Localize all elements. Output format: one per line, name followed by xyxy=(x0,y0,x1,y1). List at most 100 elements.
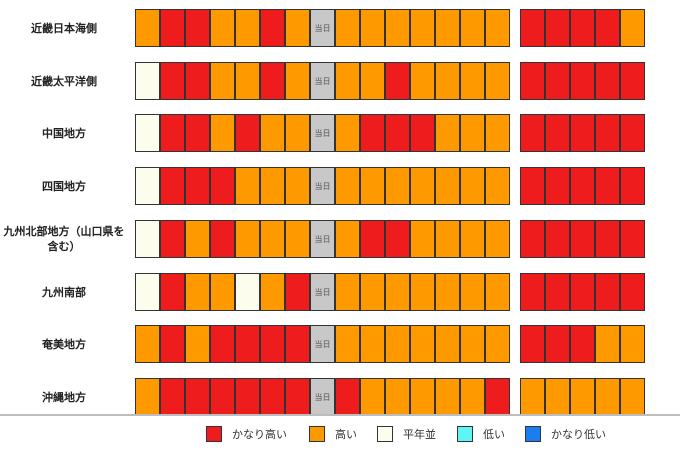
forecast-cell xyxy=(595,325,620,363)
forecast-cell xyxy=(410,62,435,100)
forecast-cell xyxy=(485,114,510,152)
forecast-cell xyxy=(620,167,645,205)
forecast-cell xyxy=(460,220,485,258)
forecast-cell xyxy=(545,378,570,416)
forecast-cell xyxy=(235,325,260,363)
forecast-cell xyxy=(435,378,460,416)
forecast-cell xyxy=(435,62,460,100)
forecast-cell xyxy=(620,62,645,100)
forecast-cell xyxy=(410,9,435,47)
region-row: 奄美地方 当日 xyxy=(0,325,680,363)
forecast-cell xyxy=(595,9,620,47)
forecast-cell xyxy=(570,62,595,100)
forecast-cell xyxy=(335,167,360,205)
forecast-cell xyxy=(385,273,410,311)
forecast-cell xyxy=(360,9,385,47)
forecast-cell xyxy=(235,62,260,100)
region-row: 九州北部地方（山口県を含む） 当日 xyxy=(0,220,680,258)
forecast-cell xyxy=(160,62,185,100)
forecast-cell xyxy=(435,325,460,363)
forecast-cell xyxy=(360,378,385,416)
forecast-cell xyxy=(260,9,285,47)
forecast-cell xyxy=(185,167,210,205)
forecast-cell xyxy=(545,9,570,47)
forecast-cell xyxy=(135,273,160,311)
forecast-cell xyxy=(435,114,460,152)
forecast-cell xyxy=(185,9,210,47)
forecast-cell xyxy=(335,62,360,100)
forecast-cell xyxy=(160,9,185,47)
forecast-cell xyxy=(545,167,570,205)
forecast-cell xyxy=(185,325,210,363)
forecast-cell xyxy=(185,273,210,311)
legend-label: 高い xyxy=(335,428,357,441)
forecast-cell xyxy=(160,378,185,416)
forecast-cell xyxy=(460,167,485,205)
forecast-cell xyxy=(595,167,620,205)
forecast-cell xyxy=(235,9,260,47)
forecast-cell xyxy=(485,9,510,47)
forecast-cell xyxy=(285,378,310,416)
forecast-cell xyxy=(620,220,645,258)
forecast-cell xyxy=(260,325,285,363)
forecast-cell xyxy=(210,62,235,100)
forecast-cell xyxy=(210,220,235,258)
legend-swatch xyxy=(457,426,473,442)
forecast-cell xyxy=(360,273,385,311)
forecast-cell xyxy=(570,220,595,258)
legend-item-very-high: かなり高い xyxy=(206,424,287,444)
forecast-cell xyxy=(210,114,235,152)
forecast-cell xyxy=(520,62,545,100)
forecast-cell xyxy=(570,273,595,311)
region-label: 四国地方 xyxy=(42,179,86,193)
forecast-cell xyxy=(460,114,485,152)
region-label: 九州北部地方（山口県を含む） xyxy=(3,225,125,253)
forecast-cell xyxy=(135,220,160,258)
forecast-cell xyxy=(595,273,620,311)
legend-label: かなり高い xyxy=(232,428,287,441)
region-label: 近畿太平洋側 xyxy=(31,74,97,88)
forecast-cell xyxy=(545,114,570,152)
region-row: 九州南部 当日 xyxy=(0,273,680,311)
forecast-cell xyxy=(135,167,160,205)
forecast-cell xyxy=(385,9,410,47)
forecast-cell xyxy=(210,167,235,205)
forecast-cell xyxy=(235,167,260,205)
forecast-cell xyxy=(620,273,645,311)
forecast-cell xyxy=(520,114,545,152)
region-row: 近畿日本海側 当日 xyxy=(0,9,680,47)
today-cell: 当日 xyxy=(310,114,335,152)
forecast-cell xyxy=(135,62,160,100)
legend-label: 平年並 xyxy=(403,428,436,441)
forecast-cell xyxy=(520,273,545,311)
forecast-cell xyxy=(335,9,360,47)
forecast-cell xyxy=(485,220,510,258)
forecast-cell xyxy=(485,273,510,311)
legend-item-very-low: かなり低い xyxy=(525,424,606,444)
forecast-cell xyxy=(460,62,485,100)
forecast-cell xyxy=(460,325,485,363)
forecast-cell xyxy=(520,378,545,416)
forecast-cell xyxy=(335,325,360,363)
forecast-cell xyxy=(360,167,385,205)
legend-item-high: 高い xyxy=(309,424,357,444)
forecast-cell xyxy=(160,167,185,205)
today-cell: 当日 xyxy=(310,325,335,363)
forecast-cell xyxy=(260,220,285,258)
forecast-cell xyxy=(520,220,545,258)
forecast-cell xyxy=(360,325,385,363)
forecast-cell xyxy=(160,114,185,152)
forecast-cell xyxy=(360,62,385,100)
forecast-cell xyxy=(260,114,285,152)
forecast-cell xyxy=(160,220,185,258)
today-cell: 当日 xyxy=(310,378,335,416)
forecast-cell xyxy=(520,325,545,363)
forecast-cell xyxy=(360,220,385,258)
legend-label: 低い xyxy=(483,428,505,441)
forecast-cell xyxy=(570,9,595,47)
region-label: 沖縄地方 xyxy=(42,390,86,404)
forecast-cell xyxy=(620,9,645,47)
forecast-cell xyxy=(485,62,510,100)
legend-label: かなり低い xyxy=(551,428,606,441)
region-label: 奄美地方 xyxy=(42,337,86,351)
